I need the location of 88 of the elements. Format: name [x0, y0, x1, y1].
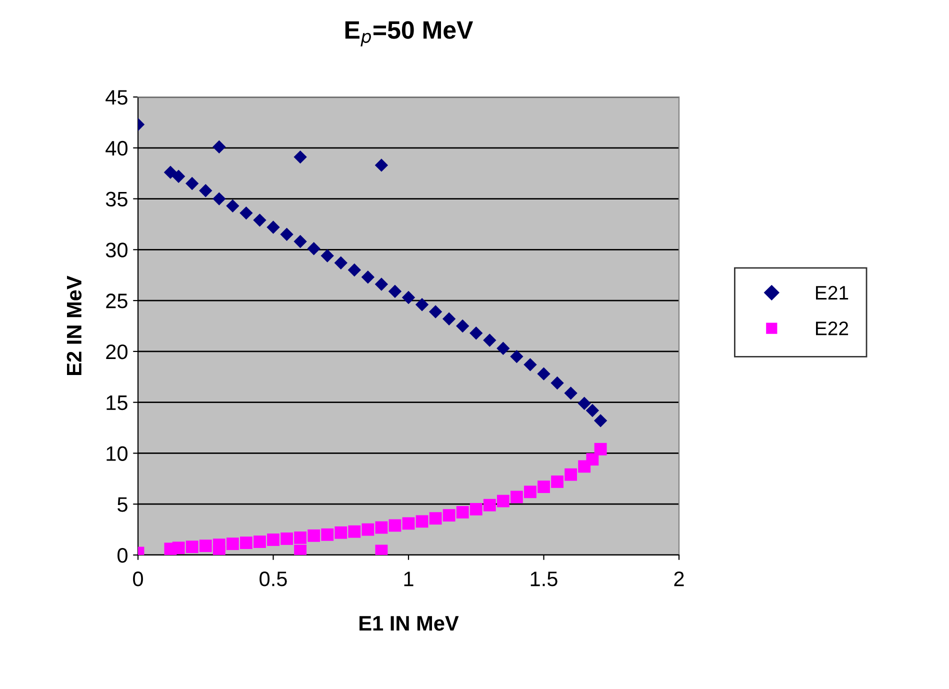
x-tick-label: 2 — [674, 572, 684, 586]
y-tick-label: 10 — [106, 446, 128, 461]
point — [524, 486, 536, 498]
point — [402, 517, 415, 530]
point — [266, 220, 280, 234]
point — [415, 298, 429, 312]
point — [510, 350, 524, 364]
y-tick-label: 15 — [106, 396, 128, 410]
point — [334, 256, 348, 270]
point — [334, 526, 348, 539]
point — [294, 150, 307, 164]
x-tick-label: 0.5 — [260, 572, 287, 586]
point — [374, 278, 388, 291]
y-tick-label: 35 — [106, 192, 128, 207]
point — [586, 404, 600, 418]
point — [240, 206, 253, 220]
point — [538, 480, 550, 494]
x-tick-label: 0 — [133, 572, 143, 586]
y-axis-title: E2 IN MeV — [66, 276, 82, 375]
point — [496, 494, 510, 508]
point — [362, 523, 374, 536]
point — [294, 234, 307, 248]
point — [586, 453, 599, 466]
point — [348, 263, 361, 277]
point — [442, 312, 456, 326]
point — [321, 528, 334, 541]
y-tick-label: 5 — [118, 497, 128, 512]
point — [456, 506, 469, 518]
point — [375, 521, 388, 534]
point — [199, 184, 212, 198]
x-axis-title: E1 IN MeV — [360, 616, 459, 631]
chart-title: E$_{p}$=50 MeV — [345, 21, 474, 46]
point — [226, 538, 239, 550]
point — [361, 270, 375, 284]
point — [226, 199, 240, 212]
point — [308, 529, 320, 542]
point — [388, 519, 402, 532]
y-tick-label: 25 — [106, 294, 128, 308]
point — [199, 540, 212, 552]
y-tick-label: 0 — [118, 548, 128, 563]
point — [320, 249, 334, 262]
legend-label: E22 — [816, 322, 848, 336]
point — [254, 536, 266, 548]
point — [510, 490, 523, 504]
point — [564, 386, 578, 400]
point — [483, 498, 496, 512]
point — [442, 509, 456, 522]
point — [240, 536, 252, 549]
point — [402, 290, 416, 304]
point — [294, 531, 307, 544]
point — [253, 214, 266, 227]
point — [172, 170, 186, 183]
y-tick-label: 20 — [106, 344, 128, 360]
point — [524, 358, 537, 372]
point — [280, 532, 293, 545]
point — [416, 515, 428, 528]
point — [280, 228, 294, 241]
point — [267, 534, 280, 546]
point — [212, 140, 226, 154]
point — [348, 525, 361, 538]
point — [456, 319, 470, 333]
y-tick-label: 45 — [106, 90, 128, 105]
x-tick-label: 1.5 — [530, 572, 558, 586]
point — [496, 342, 510, 355]
point — [594, 442, 607, 456]
point — [172, 542, 185, 554]
x-tick-label: 1 — [404, 572, 414, 586]
point — [470, 502, 482, 516]
point — [429, 512, 442, 525]
point — [186, 176, 199, 190]
point — [212, 192, 226, 206]
y-tick-label: 30 — [106, 242, 128, 258]
point — [307, 242, 320, 256]
point — [537, 367, 550, 380]
point — [186, 540, 198, 554]
point — [578, 396, 591, 410]
point — [470, 326, 483, 340]
point — [551, 476, 564, 488]
point — [550, 376, 564, 390]
point — [483, 334, 496, 347]
point — [564, 468, 578, 481]
y-tick-label: 40 — [106, 140, 128, 156]
point — [428, 305, 442, 318]
point — [594, 414, 608, 428]
point — [388, 284, 402, 298]
legend-label: E21 — [816, 286, 848, 300]
point — [164, 166, 178, 179]
point — [374, 158, 388, 172]
